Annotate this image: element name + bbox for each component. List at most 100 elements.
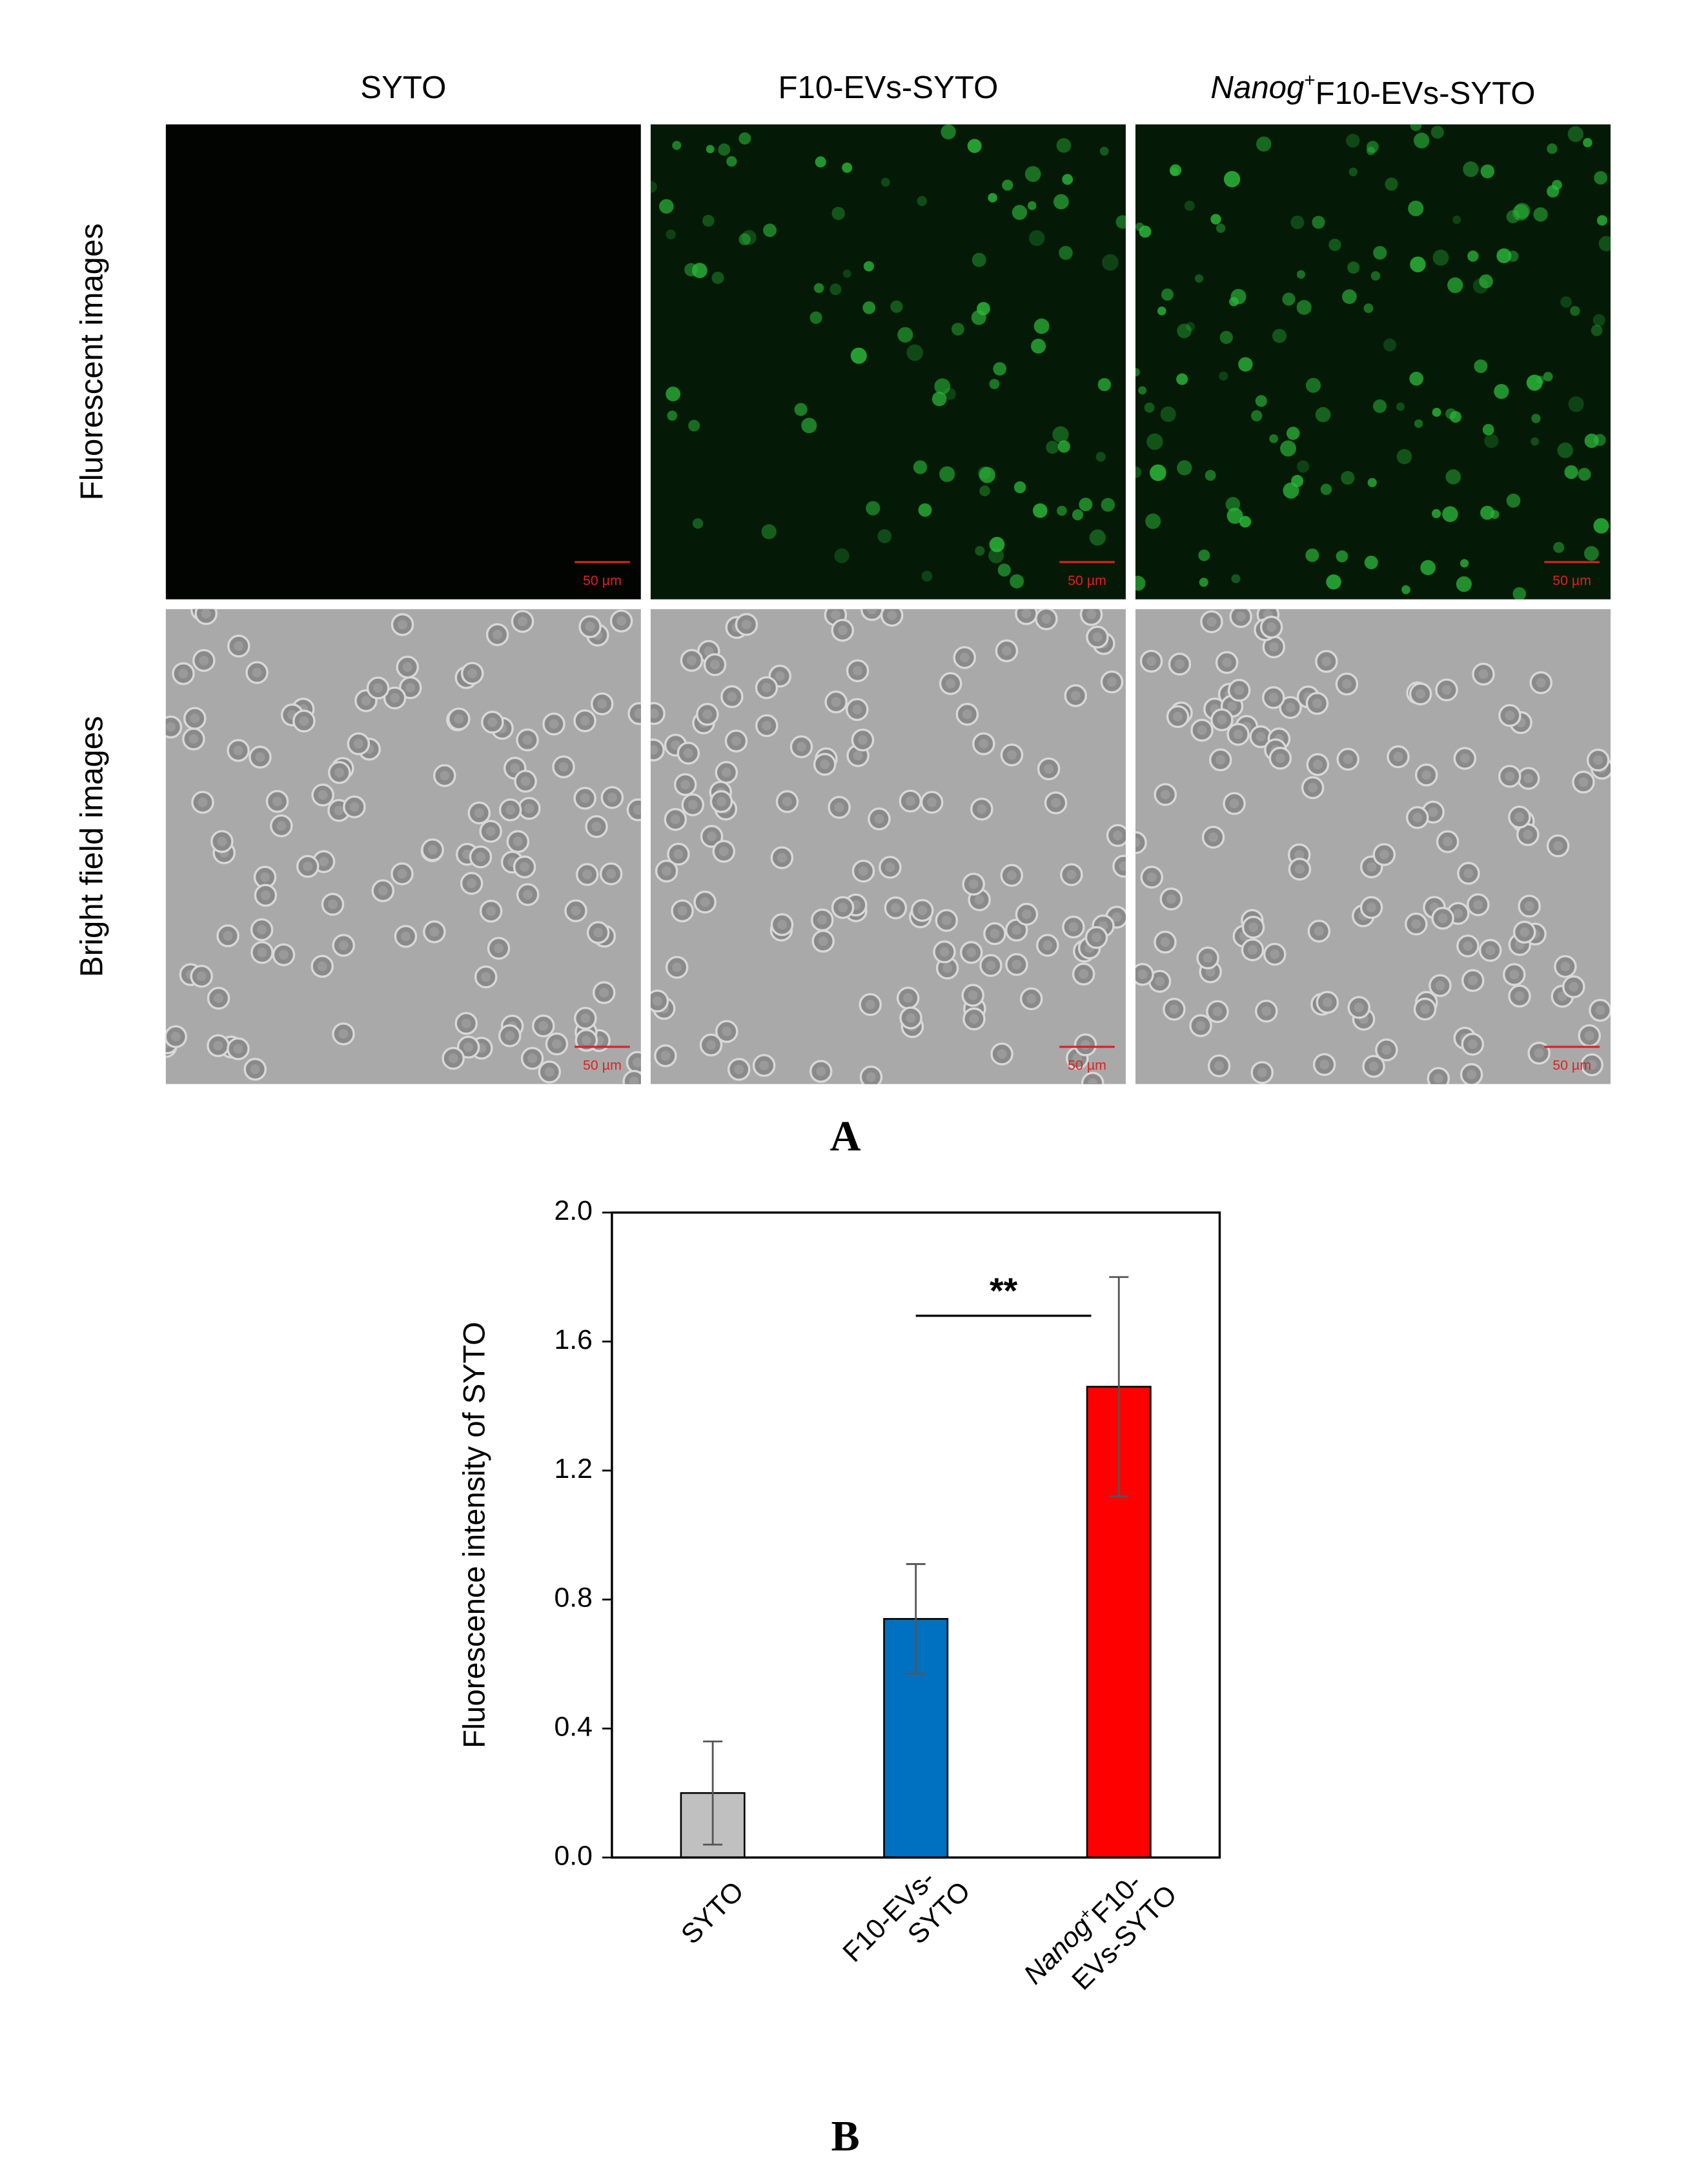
cell-core bbox=[865, 999, 875, 1009]
fluorescent-cell bbox=[1320, 483, 1332, 495]
fluorescent-cell bbox=[1474, 359, 1488, 373]
fluorescent-cell bbox=[1161, 288, 1174, 301]
cell-core bbox=[704, 646, 714, 656]
x-tick-label: SYTO bbox=[675, 1876, 750, 1950]
fluorescent-cell bbox=[1596, 215, 1608, 226]
fluorescent-cell bbox=[1432, 509, 1441, 518]
cell-core bbox=[1438, 913, 1448, 924]
fluorescent-cell bbox=[989, 536, 1005, 552]
column-title: SYTO bbox=[360, 70, 446, 105]
cell-core bbox=[523, 889, 533, 900]
cell-core bbox=[201, 609, 211, 619]
fluorescent-cell bbox=[1027, 201, 1037, 210]
cell-core bbox=[1068, 922, 1079, 932]
cell-core bbox=[818, 936, 828, 946]
cell-core bbox=[859, 866, 868, 876]
fluorescent-cell bbox=[1225, 497, 1241, 512]
fluorescent-cell bbox=[1028, 230, 1045, 247]
cell-core bbox=[890, 903, 900, 913]
fluorescent-cell bbox=[1194, 274, 1203, 283]
fluorescent-cell bbox=[939, 466, 955, 482]
fluorescent-cell bbox=[906, 344, 924, 361]
fluorescent-cell bbox=[1286, 427, 1300, 440]
cell-core bbox=[1428, 807, 1438, 817]
fluorescent-cell bbox=[1410, 124, 1422, 131]
fluorescent-cell bbox=[1057, 505, 1067, 516]
fluorescent-cell bbox=[944, 388, 956, 400]
fluorescent-cell bbox=[650, 181, 657, 193]
fluorescent-cell bbox=[1367, 478, 1377, 487]
cell-core bbox=[968, 879, 979, 889]
cell-core bbox=[1520, 927, 1530, 937]
fluorescent-cell bbox=[1598, 236, 1611, 252]
column-title: Nanog+F10-EVs-SYTO bbox=[1210, 70, 1535, 111]
cell-core bbox=[817, 915, 828, 925]
fluorescent-cell bbox=[1135, 466, 1142, 478]
cell-core bbox=[217, 836, 227, 847]
fluorescent-cell bbox=[979, 467, 995, 483]
fluorescent-bg bbox=[650, 124, 1126, 600]
fluorescent-cell bbox=[666, 229, 676, 239]
fluorescent-cell bbox=[667, 410, 678, 421]
fluorescent-cell bbox=[1139, 225, 1152, 238]
fluorescent-cell bbox=[972, 252, 986, 267]
cell-core bbox=[1524, 901, 1534, 911]
cell-core bbox=[1468, 975, 1478, 986]
cell-core bbox=[338, 1029, 349, 1039]
panel-label: A bbox=[830, 1113, 861, 1160]
fluorescent-cell bbox=[813, 283, 824, 294]
cell-core bbox=[741, 620, 751, 630]
cell-core bbox=[707, 831, 717, 842]
fluorescent-cell bbox=[1506, 493, 1521, 508]
cell-core bbox=[327, 899, 338, 909]
cell-core bbox=[1247, 945, 1257, 955]
fluorescent-cell bbox=[1531, 414, 1541, 423]
fluorescent-cell bbox=[1010, 574, 1024, 589]
x-tick-label: Nanog+F10-EVs-SYTO bbox=[1018, 1852, 1183, 2017]
fluorescent-cell bbox=[834, 548, 850, 563]
fluorescent-cell bbox=[1052, 426, 1069, 443]
fluorescent-cell bbox=[1145, 513, 1161, 529]
fluorescent-cell bbox=[1205, 470, 1216, 481]
cell-core bbox=[524, 804, 534, 814]
fluorescent-cell bbox=[1135, 576, 1146, 591]
fluorescent-cell bbox=[1269, 434, 1279, 443]
fluorescent-cell bbox=[1553, 541, 1565, 553]
cell-core bbox=[1319, 1059, 1330, 1069]
cell-core bbox=[260, 872, 270, 882]
fluorescent-cell bbox=[809, 311, 822, 324]
cell-core bbox=[234, 641, 244, 651]
cell-core bbox=[671, 740, 681, 751]
cell-core bbox=[731, 736, 741, 746]
fluorescent-cell bbox=[975, 545, 985, 556]
cell-core bbox=[959, 652, 970, 663]
cell-core bbox=[887, 610, 897, 620]
cell-core bbox=[1043, 940, 1053, 951]
cell-core bbox=[1308, 782, 1318, 793]
cell-core bbox=[1160, 937, 1170, 947]
fluorescent-cell bbox=[1024, 166, 1041, 182]
fluorescent-cell bbox=[1543, 372, 1553, 381]
fluorescent-cell bbox=[1328, 238, 1341, 251]
fluorescent-cell bbox=[1594, 171, 1608, 185]
fluorescent-cell bbox=[1494, 383, 1509, 399]
fluorescent-cell bbox=[1568, 396, 1584, 412]
fluorescent-cell bbox=[1177, 460, 1192, 476]
micrograph-content bbox=[650, 609, 1126, 1084]
cell-core bbox=[997, 1049, 1007, 1059]
fluorescent-cell bbox=[1583, 137, 1592, 148]
fluorescent-cell bbox=[1296, 299, 1312, 315]
cell-core bbox=[597, 699, 607, 709]
fluorescent-cell bbox=[1099, 147, 1109, 156]
cell-core bbox=[1560, 962, 1571, 972]
cell-core bbox=[513, 836, 523, 847]
fluorescent-cell bbox=[738, 233, 751, 246]
fluorescent-cell bbox=[1547, 143, 1558, 154]
fluorescent-cell bbox=[1297, 460, 1310, 473]
fluorescent-cell bbox=[1135, 368, 1140, 377]
fluorescent-cell bbox=[1445, 469, 1461, 485]
cell-core bbox=[1155, 976, 1165, 986]
cell-core bbox=[398, 620, 407, 630]
cell-core bbox=[852, 704, 862, 714]
